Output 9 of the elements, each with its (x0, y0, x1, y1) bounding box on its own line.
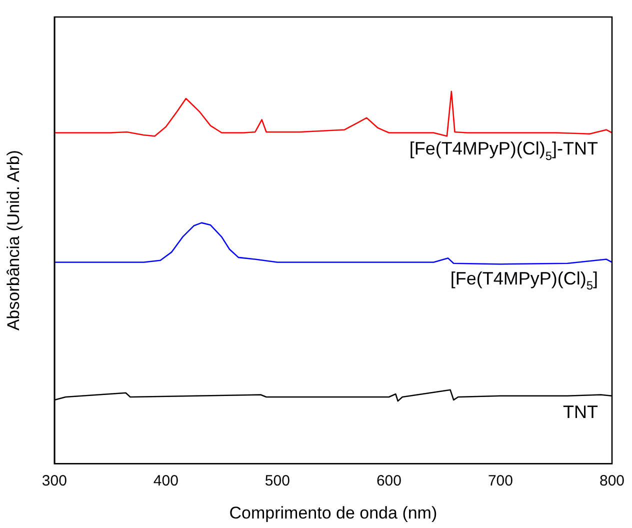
y-axis-title: Absorbância (Unid. Arb) (4, 150, 23, 331)
x-axis-title: Comprimento de onda (nm) (229, 503, 438, 522)
x-tick-label: 700 (488, 472, 513, 490)
series-label: TNT (563, 402, 598, 422)
x-tick-label: 300 (42, 472, 67, 490)
x-tick-label: 400 (153, 472, 178, 490)
x-tick-label: 500 (264, 472, 290, 490)
x-tick-label: 600 (376, 472, 402, 490)
x-tick-label: 800 (599, 472, 625, 490)
